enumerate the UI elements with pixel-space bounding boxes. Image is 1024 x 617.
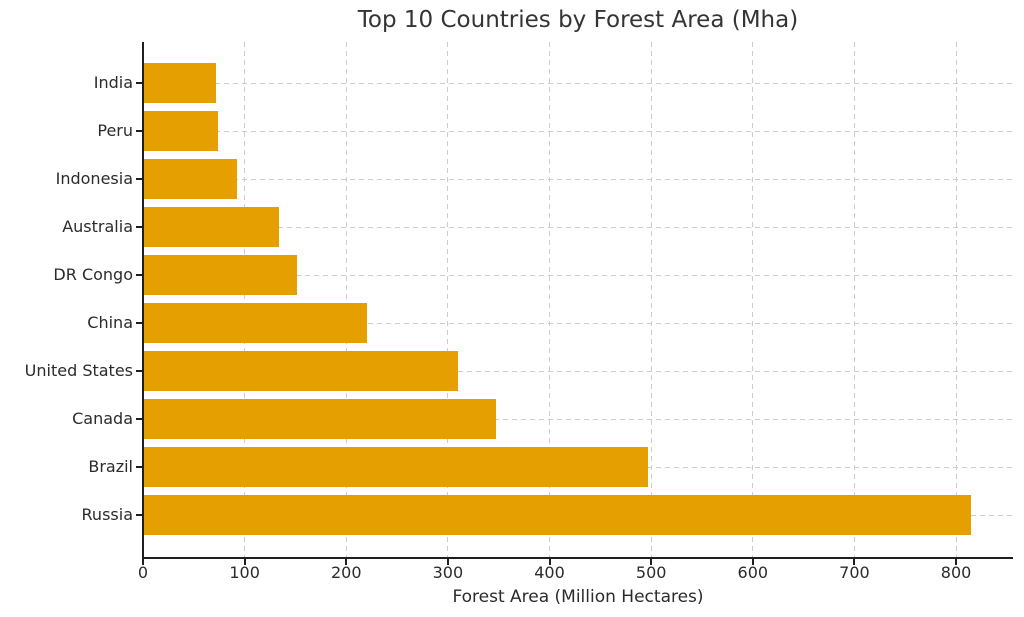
gridline-vertical bbox=[447, 42, 449, 557]
bar-brazil bbox=[143, 447, 649, 487]
y-tick-mark bbox=[136, 322, 142, 324]
x-tick-mark bbox=[853, 559, 856, 565]
x-tick-mark bbox=[345, 559, 348, 565]
gridline-horizontal bbox=[143, 130, 1013, 132]
gridline-horizontal bbox=[143, 82, 1013, 84]
bar-peru bbox=[143, 111, 219, 151]
bar-canada bbox=[143, 399, 496, 439]
gridline-horizontal bbox=[143, 370, 1013, 372]
bar-dr-congo bbox=[143, 255, 298, 295]
bar-china bbox=[143, 303, 367, 343]
gridline-vertical bbox=[549, 42, 551, 557]
x-tick-label-200: 200 bbox=[330, 563, 362, 582]
y-tick-label-peru: Peru bbox=[97, 121, 133, 140]
x-axis-spine bbox=[142, 557, 1013, 559]
x-tick-mark bbox=[142, 559, 144, 565]
x-tick-label-0: 0 bbox=[137, 563, 149, 582]
x-tick-mark bbox=[243, 559, 246, 565]
y-tick-label-united-states: United States bbox=[24, 361, 133, 380]
y-tick-label-indonesia: Indonesia bbox=[55, 169, 133, 188]
y-tick-mark bbox=[136, 466, 142, 468]
y-tick-mark bbox=[136, 130, 142, 132]
y-tick-label-canada: Canada bbox=[72, 409, 133, 428]
bar-russia bbox=[143, 495, 972, 535]
gridline-vertical bbox=[853, 42, 855, 557]
gridline-horizontal bbox=[143, 226, 1013, 228]
x-tick-mark bbox=[446, 559, 449, 565]
y-tick-mark bbox=[136, 178, 142, 180]
y-tick-label-russia: Russia bbox=[81, 505, 133, 524]
plot-area bbox=[143, 42, 1013, 557]
bar-indonesia bbox=[143, 159, 237, 199]
gridline-vertical bbox=[244, 42, 246, 557]
gridline-horizontal bbox=[143, 322, 1013, 324]
y-tick-mark bbox=[136, 418, 142, 420]
x-tick-label-500: 500 bbox=[635, 563, 667, 582]
x-tick-label-800: 800 bbox=[940, 563, 972, 582]
y-tick-mark bbox=[136, 370, 142, 372]
gridline-vertical bbox=[752, 42, 754, 557]
gridline-horizontal bbox=[143, 418, 1013, 420]
x-tick-mark bbox=[751, 559, 754, 565]
y-tick-mark bbox=[136, 514, 142, 516]
bar-australia bbox=[143, 207, 280, 247]
y-tick-label-india: India bbox=[93, 73, 133, 92]
gridline-vertical bbox=[345, 42, 347, 557]
y-tick-label-dr-congo: DR Congo bbox=[53, 265, 133, 284]
y-axis-spine bbox=[142, 42, 144, 559]
x-axis-label: Forest Area (Million Hectares) bbox=[452, 587, 704, 607]
bar-united-states bbox=[143, 351, 459, 391]
x-tick-label-700: 700 bbox=[839, 563, 870, 582]
bar-india bbox=[143, 63, 217, 103]
y-tick-mark bbox=[136, 226, 142, 228]
chart-title: Top 10 Countries by Forest Area (Mha) bbox=[357, 7, 799, 33]
y-tick-mark bbox=[136, 82, 142, 84]
x-tick-label-400: 400 bbox=[534, 563, 565, 582]
gridline-horizontal bbox=[143, 274, 1013, 276]
x-tick-label-600: 600 bbox=[737, 563, 769, 582]
x-tick-mark bbox=[548, 559, 551, 565]
gridline-vertical bbox=[955, 42, 957, 557]
y-tick-label-brazil: Brazil bbox=[88, 457, 133, 476]
x-tick-label-300: 300 bbox=[432, 563, 464, 582]
y-tick-label-china: China bbox=[87, 313, 133, 332]
x-tick-label-100: 100 bbox=[229, 563, 260, 582]
gridline-horizontal bbox=[143, 178, 1013, 180]
x-tick-mark bbox=[650, 559, 653, 565]
y-tick-label-australia: Australia bbox=[62, 217, 133, 236]
gridline-vertical bbox=[650, 42, 652, 557]
y-tick-mark bbox=[136, 274, 142, 276]
x-tick-mark bbox=[955, 559, 958, 565]
